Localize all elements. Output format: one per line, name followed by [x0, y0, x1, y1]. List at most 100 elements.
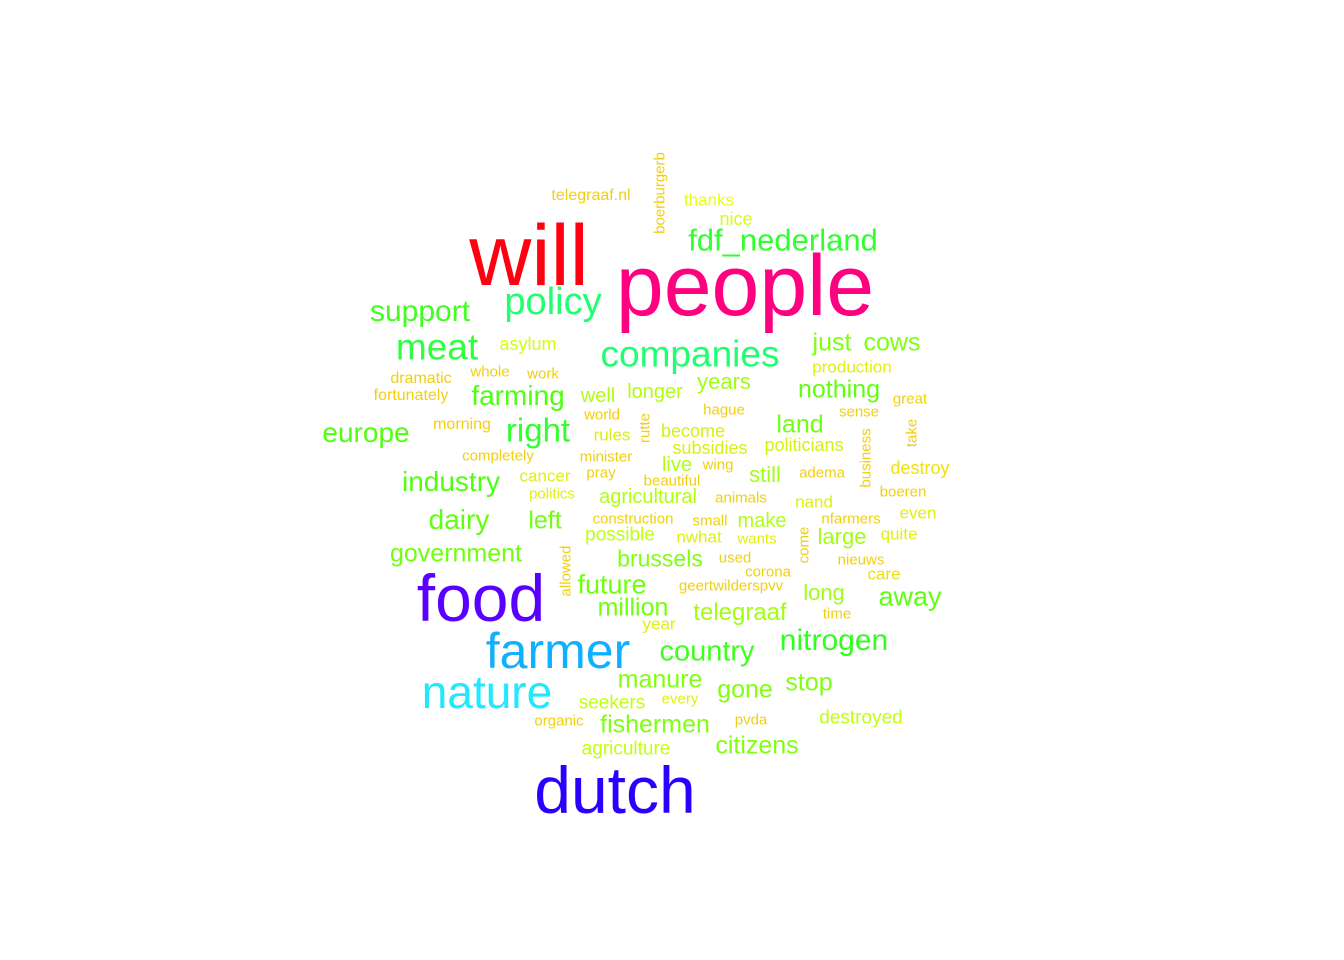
word-great: great: [892, 390, 928, 408]
word-citizens: citizens: [715, 731, 799, 760]
word-food: food: [416, 561, 546, 635]
word-future: future: [577, 569, 647, 600]
word-allowed: allowed: [557, 545, 575, 597]
word-gone: gone: [717, 675, 773, 704]
word-every: every: [661, 690, 699, 708]
word-subsidies: subsidies: [672, 438, 748, 458]
word-just: just: [812, 328, 852, 357]
word-even: even: [899, 503, 937, 523]
word-care: care: [867, 564, 901, 584]
word-cancer: cancer: [519, 466, 571, 486]
word-work: work: [527, 365, 559, 383]
word-fortunately: fortunately: [373, 387, 449, 404]
word-destroy: destroy: [890, 458, 950, 478]
word-agriculture: agriculture: [581, 738, 671, 760]
word-small: small: [692, 512, 728, 530]
word-left: left: [528, 506, 562, 535]
word-meat: meat: [395, 326, 479, 368]
word-year: year: [642, 614, 676, 634]
word-support: support: [369, 295, 471, 328]
word-thanks: thanks: [683, 190, 735, 210]
word-still: still: [749, 462, 781, 487]
word-brussels: brussels: [617, 545, 703, 572]
word-longer: longer: [627, 381, 683, 403]
word-europe: europe: [322, 417, 410, 448]
word-dutch: dutch: [534, 753, 696, 827]
word-wants: wants: [737, 530, 777, 548]
word-minister: minister: [579, 448, 633, 466]
word-long: long: [803, 580, 845, 605]
word-pvda: pvda: [734, 711, 768, 729]
word-nwhat: nwhat: [676, 527, 722, 547]
word-asylum: asylum: [499, 334, 557, 354]
word-manure: manure: [617, 665, 703, 694]
word-nature: nature: [421, 666, 553, 718]
word-corona: corona: [745, 563, 791, 581]
word-fishermen: fishermen: [600, 710, 710, 739]
word-nitrogen: nitrogen: [779, 624, 889, 657]
word-quite: quite: [880, 524, 918, 544]
word-boeren: boeren: [879, 483, 927, 501]
word-whole: whole: [470, 363, 510, 381]
word-time: time: [822, 605, 852, 623]
word-politicians: politicians: [764, 435, 844, 455]
word-policy: policy: [504, 281, 602, 323]
word-farmer: farmer: [485, 623, 631, 679]
word-live: live: [661, 454, 693, 476]
word-agricultural: agricultural: [599, 486, 697, 508]
word-government: government: [389, 539, 523, 568]
word-production: production: [812, 357, 892, 377]
word-completely: completely: [462, 447, 534, 465]
word-rules: rules: [593, 425, 631, 445]
word-geertwilderspvv: geertwilderspvv: [678, 577, 784, 595]
word-rutte: rutte: [636, 412, 654, 444]
word-destroyed: destroyed: [819, 707, 903, 729]
word-pray: pray: [586, 464, 616, 482]
word-well: well: [580, 385, 616, 407]
word-become: become: [660, 421, 726, 441]
word-right: right: [505, 411, 571, 449]
word-stop: stop: [785, 668, 833, 697]
word-business: business: [857, 428, 875, 488]
word-hague: hague: [703, 401, 745, 419]
word-morning: morning: [433, 416, 491, 433]
word-organic: organic: [534, 712, 584, 730]
word-nieuws: nieuws: [837, 551, 885, 569]
word-companies: companies: [600, 333, 780, 375]
word-nfarmers: nfarmers: [821, 510, 881, 528]
word-dairy: dairy: [428, 504, 490, 535]
word-fdf-nederland: fdf_nederland: [688, 222, 878, 258]
word-dramatic: dramatic: [390, 370, 452, 387]
word-politics: politics: [529, 485, 575, 503]
word-people: people: [615, 238, 875, 334]
word-used: used: [718, 549, 752, 567]
word-sense: sense: [838, 403, 880, 421]
word-construction: construction: [592, 510, 674, 528]
word-land: land: [776, 410, 824, 439]
word-possible: possible: [585, 524, 655, 546]
word-make: make: [737, 510, 787, 532]
word-will: will: [469, 208, 589, 304]
word-wing: wing: [702, 456, 734, 474]
word-seekers: seekers: [578, 692, 646, 714]
word-adema: adema: [799, 464, 845, 482]
word-nothing: nothing: [797, 375, 881, 404]
word-world: world: [584, 406, 620, 424]
word-come: come: [795, 526, 813, 564]
word-nice: nice: [719, 209, 753, 229]
word-boerburgerb: boerburgerb: [651, 152, 669, 234]
word-take: take: [903, 418, 921, 448]
word-away: away: [878, 581, 942, 612]
word-million: million: [597, 593, 669, 622]
word-telegraaf: telegraaf: [693, 599, 787, 626]
word-animals: animals: [715, 489, 767, 507]
word-farming: farming: [471, 380, 565, 411]
word-beautiful: beautiful: [643, 472, 701, 490]
word-cows: cows: [863, 328, 921, 357]
word-large: large: [817, 524, 867, 549]
word-nand: nand: [795, 492, 833, 512]
word-country: country: [659, 635, 755, 668]
word-years: years: [697, 369, 751, 394]
word-industry: industry: [401, 466, 501, 497]
